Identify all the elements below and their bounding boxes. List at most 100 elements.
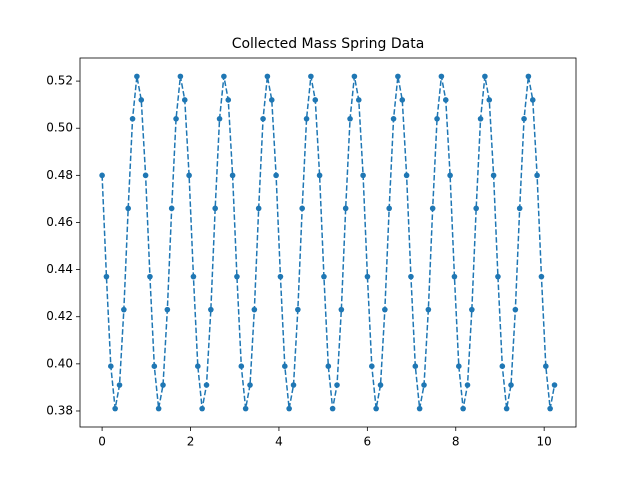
- data-point: [108, 363, 114, 370]
- data-point: [321, 273, 327, 280]
- data-point: [199, 405, 205, 412]
- x-tick-label: 2: [187, 435, 195, 449]
- data-point: [282, 363, 288, 370]
- data-point: [238, 363, 245, 370]
- data-point: [538, 273, 545, 280]
- data-point: [251, 306, 258, 313]
- data-point: [277, 273, 284, 280]
- data-point: [99, 172, 105, 179]
- data-point: [260, 115, 266, 122]
- data-point: [403, 172, 410, 179]
- data-point: [499, 363, 506, 370]
- data-point: [360, 172, 366, 179]
- data-point: [508, 382, 514, 388]
- data-point: [534, 172, 540, 179]
- data-point: [377, 382, 384, 388]
- data-point: [116, 382, 123, 388]
- data-point: [543, 363, 549, 370]
- data-point: [477, 115, 484, 122]
- data-point: [338, 306, 345, 313]
- data-point: [495, 273, 501, 280]
- data-point: [216, 115, 223, 122]
- data-point: [151, 363, 158, 370]
- data-point: [482, 73, 488, 80]
- data-point: [525, 73, 532, 80]
- data-point: [408, 273, 414, 280]
- data-point: [364, 273, 371, 280]
- data-point: [303, 115, 310, 122]
- data-point: [203, 382, 210, 388]
- data-point: [521, 115, 527, 122]
- data-point: [451, 273, 458, 280]
- data-point: [464, 382, 471, 388]
- data-point: [181, 97, 188, 103]
- data-point: [469, 306, 475, 313]
- data-point: [242, 405, 249, 412]
- data-point: [212, 205, 218, 212]
- data-point: [516, 205, 523, 212]
- data-point: [460, 405, 466, 412]
- y-tick-label: 0.44: [46, 262, 73, 276]
- data-point: [425, 306, 432, 313]
- data-point: [229, 172, 236, 179]
- data-point: [286, 405, 292, 412]
- data-point: [103, 273, 110, 280]
- data-point: [390, 115, 397, 122]
- data-point: [308, 73, 314, 80]
- data-point: [208, 306, 214, 313]
- data-point: [434, 115, 440, 122]
- data-point: [503, 405, 510, 412]
- data-point: [138, 97, 145, 103]
- data-point: [438, 73, 445, 80]
- data-point: [386, 205, 392, 212]
- data-point: [512, 306, 519, 313]
- data-point: [325, 363, 332, 370]
- data-point: [129, 115, 136, 122]
- y-tick-label: 0.48: [46, 168, 73, 182]
- data-point: [369, 363, 375, 370]
- data-point: [186, 172, 192, 179]
- data-point: [334, 382, 340, 388]
- data-point: [347, 115, 353, 122]
- data-point: [382, 306, 388, 313]
- data-point: [421, 382, 427, 388]
- x-tick-label: 4: [275, 435, 283, 449]
- data-point: [164, 306, 171, 313]
- data-point: [395, 73, 401, 80]
- data-point: [412, 363, 419, 370]
- data-point: [121, 306, 127, 313]
- chart-title: Collected Mass Spring Data: [232, 36, 425, 52]
- data-point: [147, 273, 153, 280]
- data-point: [268, 97, 275, 103]
- data-point: [247, 382, 253, 388]
- data-point: [312, 97, 319, 103]
- data-point: [429, 205, 436, 212]
- data-point: [442, 97, 449, 103]
- data-point: [373, 405, 379, 412]
- data-point: [221, 73, 227, 80]
- data-point: [355, 97, 362, 103]
- data-point: [160, 382, 166, 388]
- y-tick-label: 0.46: [46, 215, 73, 229]
- y-tick-label: 0.52: [46, 74, 73, 88]
- data-point: [195, 363, 201, 370]
- data-point: [456, 363, 462, 370]
- data-point: [168, 205, 175, 212]
- y-tick-label: 0.40: [46, 356, 73, 370]
- data-point: [447, 172, 453, 179]
- data-point: [316, 172, 323, 179]
- data-point: [112, 405, 118, 412]
- data-point: [142, 172, 149, 179]
- data-point: [177, 73, 184, 80]
- data-point: [173, 115, 179, 122]
- x-tick-label: 6: [364, 435, 372, 449]
- data-point: [155, 405, 162, 412]
- data-point: [299, 205, 305, 212]
- data-point: [234, 273, 240, 280]
- x-tick-label: 10: [537, 435, 552, 449]
- data-point: [416, 405, 423, 412]
- data-point: [351, 73, 358, 80]
- data-point: [190, 273, 197, 280]
